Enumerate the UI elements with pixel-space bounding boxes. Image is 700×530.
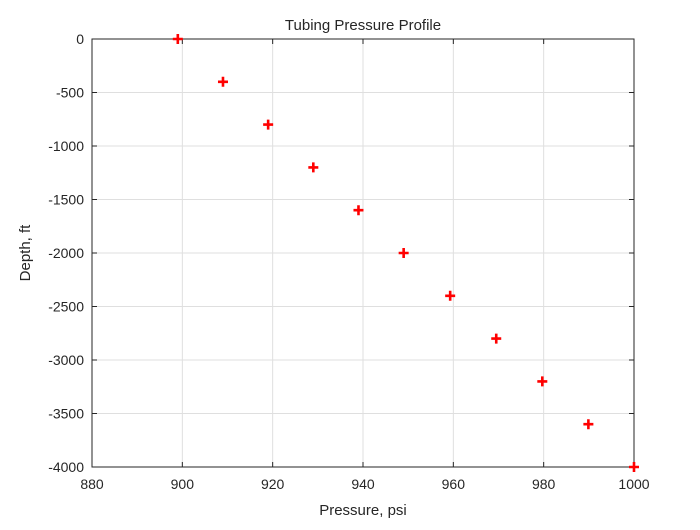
y-tick-label: 0 (76, 31, 84, 47)
data-point-marker (217, 76, 228, 87)
x-axis-label: Pressure, psi (319, 502, 407, 519)
y-tick-label: -4000 (48, 459, 84, 475)
x-tick-label: 900 (171, 476, 195, 492)
x-tick-label: 880 (80, 476, 104, 492)
x-tick-label: 920 (261, 476, 285, 492)
data-point-marker (537, 376, 548, 387)
data-point-marker (263, 119, 274, 130)
y-tick-label: -1500 (48, 192, 84, 208)
data-points (172, 34, 639, 472)
chart-title: Tubing Pressure Profile (285, 17, 441, 34)
data-point-marker (398, 248, 409, 258)
ticks: 880 900 920 940 960 980 1000 0 -500 -1000 -1500 -20… (48, 31, 650, 492)
x-tick-label: 980 (532, 476, 556, 492)
data-point-marker (172, 34, 183, 44)
data-point-marker (353, 205, 364, 216)
data-point-marker (629, 462, 639, 472)
y-tick-label: -2500 (48, 299, 84, 315)
x-tick-label: 1000 (618, 476, 649, 492)
y-tick-label: -2000 (48, 245, 84, 261)
x-tick-label: 960 (442, 476, 466, 492)
x-tick-label: 940 (351, 476, 375, 492)
data-point-marker (308, 162, 319, 173)
data-point-marker (583, 419, 594, 430)
y-tick-label: -500 (56, 85, 84, 101)
y-tick-label: -1000 (48, 138, 84, 154)
y-tick-label: -3500 (48, 406, 84, 422)
y-axis-label: Depth, ft (17, 224, 34, 282)
data-point-marker (445, 290, 456, 301)
y-tick-label: -3000 (48, 352, 84, 368)
data-point-marker (491, 333, 502, 344)
